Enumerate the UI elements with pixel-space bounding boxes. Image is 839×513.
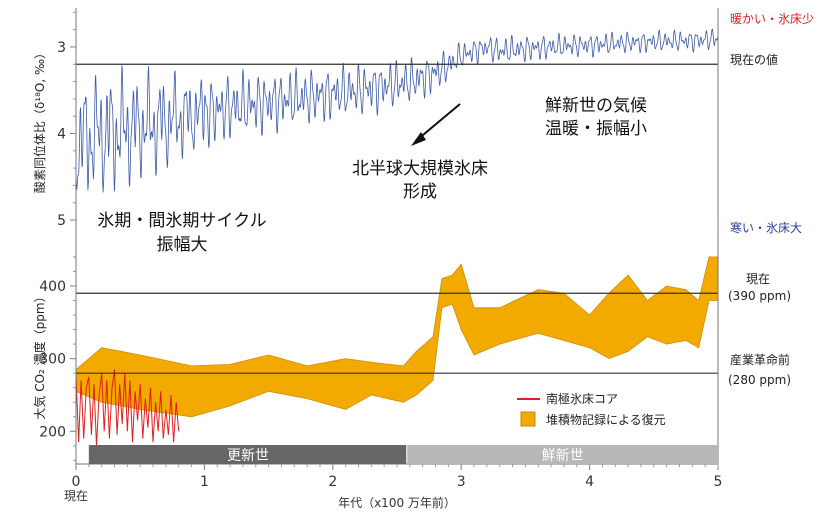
preindustrial-value: (280 ppm) <box>728 373 791 387</box>
epoch-label-pliocene: 鮮新世 <box>542 448 584 464</box>
present-co2-label: 現在 <box>746 272 770 286</box>
xtick-label-4: 4 <box>585 474 594 490</box>
isotope-series-line <box>75 28 719 193</box>
ice-core-series-line <box>75 369 180 446</box>
legend-label-ice-core: 南極氷床コア <box>546 391 618 406</box>
xtick-label-5: 5 <box>714 474 723 490</box>
xtick-label-0: 0 <box>72 474 81 490</box>
oxygen-isotope-panel: 3 4 5 <box>57 11 719 229</box>
present-co2-value: (390 ppm) <box>728 289 791 303</box>
nh-ice-note-1: 北半球大規模氷床 <box>352 159 488 179</box>
top-ytick-label-2: 5 <box>57 213 66 229</box>
x-axis-present-label: 現在 <box>64 489 88 503</box>
x-axis-title: 年代（x100 万年前） <box>338 495 456 510</box>
xtick-label-1: 1 <box>200 474 209 490</box>
cold-label: 寒い・氷床大 <box>730 220 802 235</box>
legend-swatch-sediment <box>520 411 536 427</box>
pliocene-note-2: 温暖・振幅小 <box>545 119 647 139</box>
xtick-label-2: 2 <box>328 474 337 490</box>
sediment-reconstruction-band <box>75 256 719 418</box>
pliocene-note-1: 鮮新世の気候 <box>545 96 647 116</box>
present-value-label: 現在の値 <box>730 52 778 67</box>
y-axis-label-co2: 大気 CO₂ 濃度（ppm） <box>32 290 47 419</box>
nh-ice-arrow <box>411 103 461 146</box>
top-ytick-label-0: 3 <box>57 40 66 56</box>
preindustrial-label: 産業革命前 <box>730 352 790 367</box>
top-ytick-label-1: 4 <box>57 126 66 142</box>
epoch-label-pleistocene: 更新世 <box>227 448 269 464</box>
epoch-band-pliocene <box>407 445 718 464</box>
bottom-ytick-label-0: 200 <box>39 424 66 440</box>
glacial-cycle-note-2: 振幅大 <box>157 235 208 255</box>
nh-ice-note-2: 形成 <box>403 182 437 202</box>
legend: 南極氷床コア 堆積物記録による復元 <box>517 391 666 427</box>
glacial-cycle-note-1: 氷期・間氷期サイクル <box>97 211 266 231</box>
xtick-label-3: 3 <box>457 474 466 490</box>
legend-label-sediment: 堆積物記録による復元 <box>546 412 666 427</box>
epoch-band-pleistocene <box>88 445 407 464</box>
y-axis-label-isotope: 酸素同位体比（δ¹⁸O, ‰） <box>32 47 47 193</box>
warm-label: 暖かい・氷床少 <box>730 12 814 26</box>
co2-panel: 200 300 400 <box>39 256 719 461</box>
bottom-ytick-label-2: 400 <box>39 279 66 295</box>
bottom-ytick-label-1: 300 <box>39 352 66 368</box>
